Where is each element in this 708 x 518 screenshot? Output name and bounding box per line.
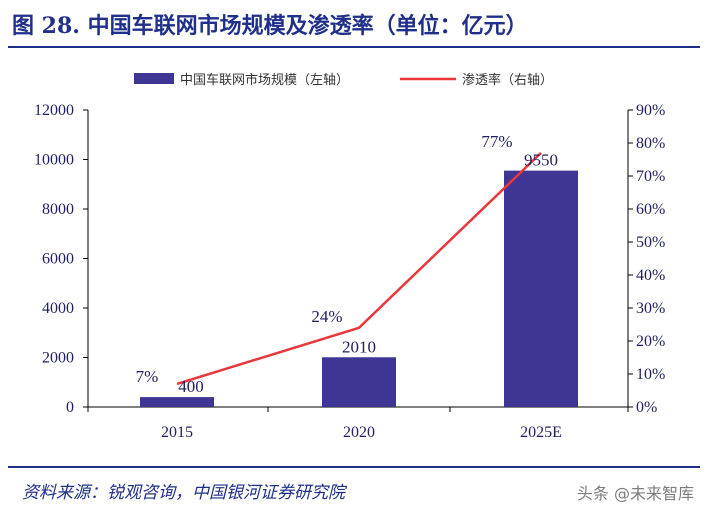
bar — [504, 170, 578, 407]
source-divider — [8, 466, 700, 468]
bar-series — [140, 170, 578, 407]
x-axis: 2015 2020 2025E — [87, 406, 629, 441]
line-value-label: 24% — [311, 307, 342, 326]
x-tick-label: 2015 — [161, 424, 193, 441]
title-divider — [8, 46, 700, 48]
figure-title: 图 28. 中国车联网市场规模及渗透率（单位：亿元） — [12, 13, 528, 39]
data-labels: 400 2010 9550 7% 24% 77% — [136, 132, 558, 396]
bar — [322, 357, 396, 407]
legend-bar-label: 中国车联网市场规模（左轴） — [180, 72, 349, 88]
left-tick-label: 4000 — [42, 300, 74, 317]
right-tick-label: 0% — [636, 399, 657, 416]
right-tick-label: 20% — [636, 333, 665, 350]
right-tick-label: 70% — [636, 168, 665, 185]
source-note: 资料来源：锐观咨询，中国银河证券研究院 — [22, 483, 345, 503]
x-tick-label: 2025E — [520, 424, 562, 441]
right-tick-label: 50% — [636, 234, 665, 251]
right-tick-label: 80% — [636, 135, 665, 152]
bar — [140, 397, 214, 407]
line-value-label: 77% — [481, 132, 512, 151]
bar-value-label: 400 — [178, 377, 204, 396]
watermark: 头条 @未来智库 — [576, 484, 694, 503]
bar-value-label: 9550 — [524, 151, 558, 170]
bar-value-label: 2010 — [342, 337, 376, 356]
right-tick-label: 10% — [636, 366, 665, 383]
left-tick-label: 2000 — [42, 350, 74, 367]
right-tick-label: 30% — [636, 300, 665, 317]
penetration-line — [176, 151, 542, 386]
right-tick-label: 90% — [636, 102, 665, 119]
x-tick-label: 2020 — [343, 424, 375, 441]
right-y-axis: 0% 10% 20% 30% 40% 50% 60% 70% 80% 90% — [627, 102, 665, 416]
left-tick-label: 8000 — [42, 201, 74, 218]
left-y-axis: 0 2000 4000 6000 8000 10000 12000 — [34, 102, 89, 416]
legend-line-label: 渗透率（右轴） — [462, 72, 553, 88]
legend-bar-swatch — [134, 73, 174, 84]
left-tick-label: 10000 — [34, 152, 74, 169]
right-tick-label: 60% — [636, 201, 665, 218]
left-tick-label: 6000 — [42, 251, 74, 268]
left-tick-label: 12000 — [34, 102, 74, 119]
right-tick-label: 40% — [636, 267, 665, 284]
line-series — [176, 151, 542, 386]
chart-legend: 中国车联网市场规模（左轴） 渗透率（右轴） — [134, 72, 553, 88]
left-tick-label: 0 — [66, 399, 74, 416]
line-value-label: 7% — [136, 367, 159, 386]
